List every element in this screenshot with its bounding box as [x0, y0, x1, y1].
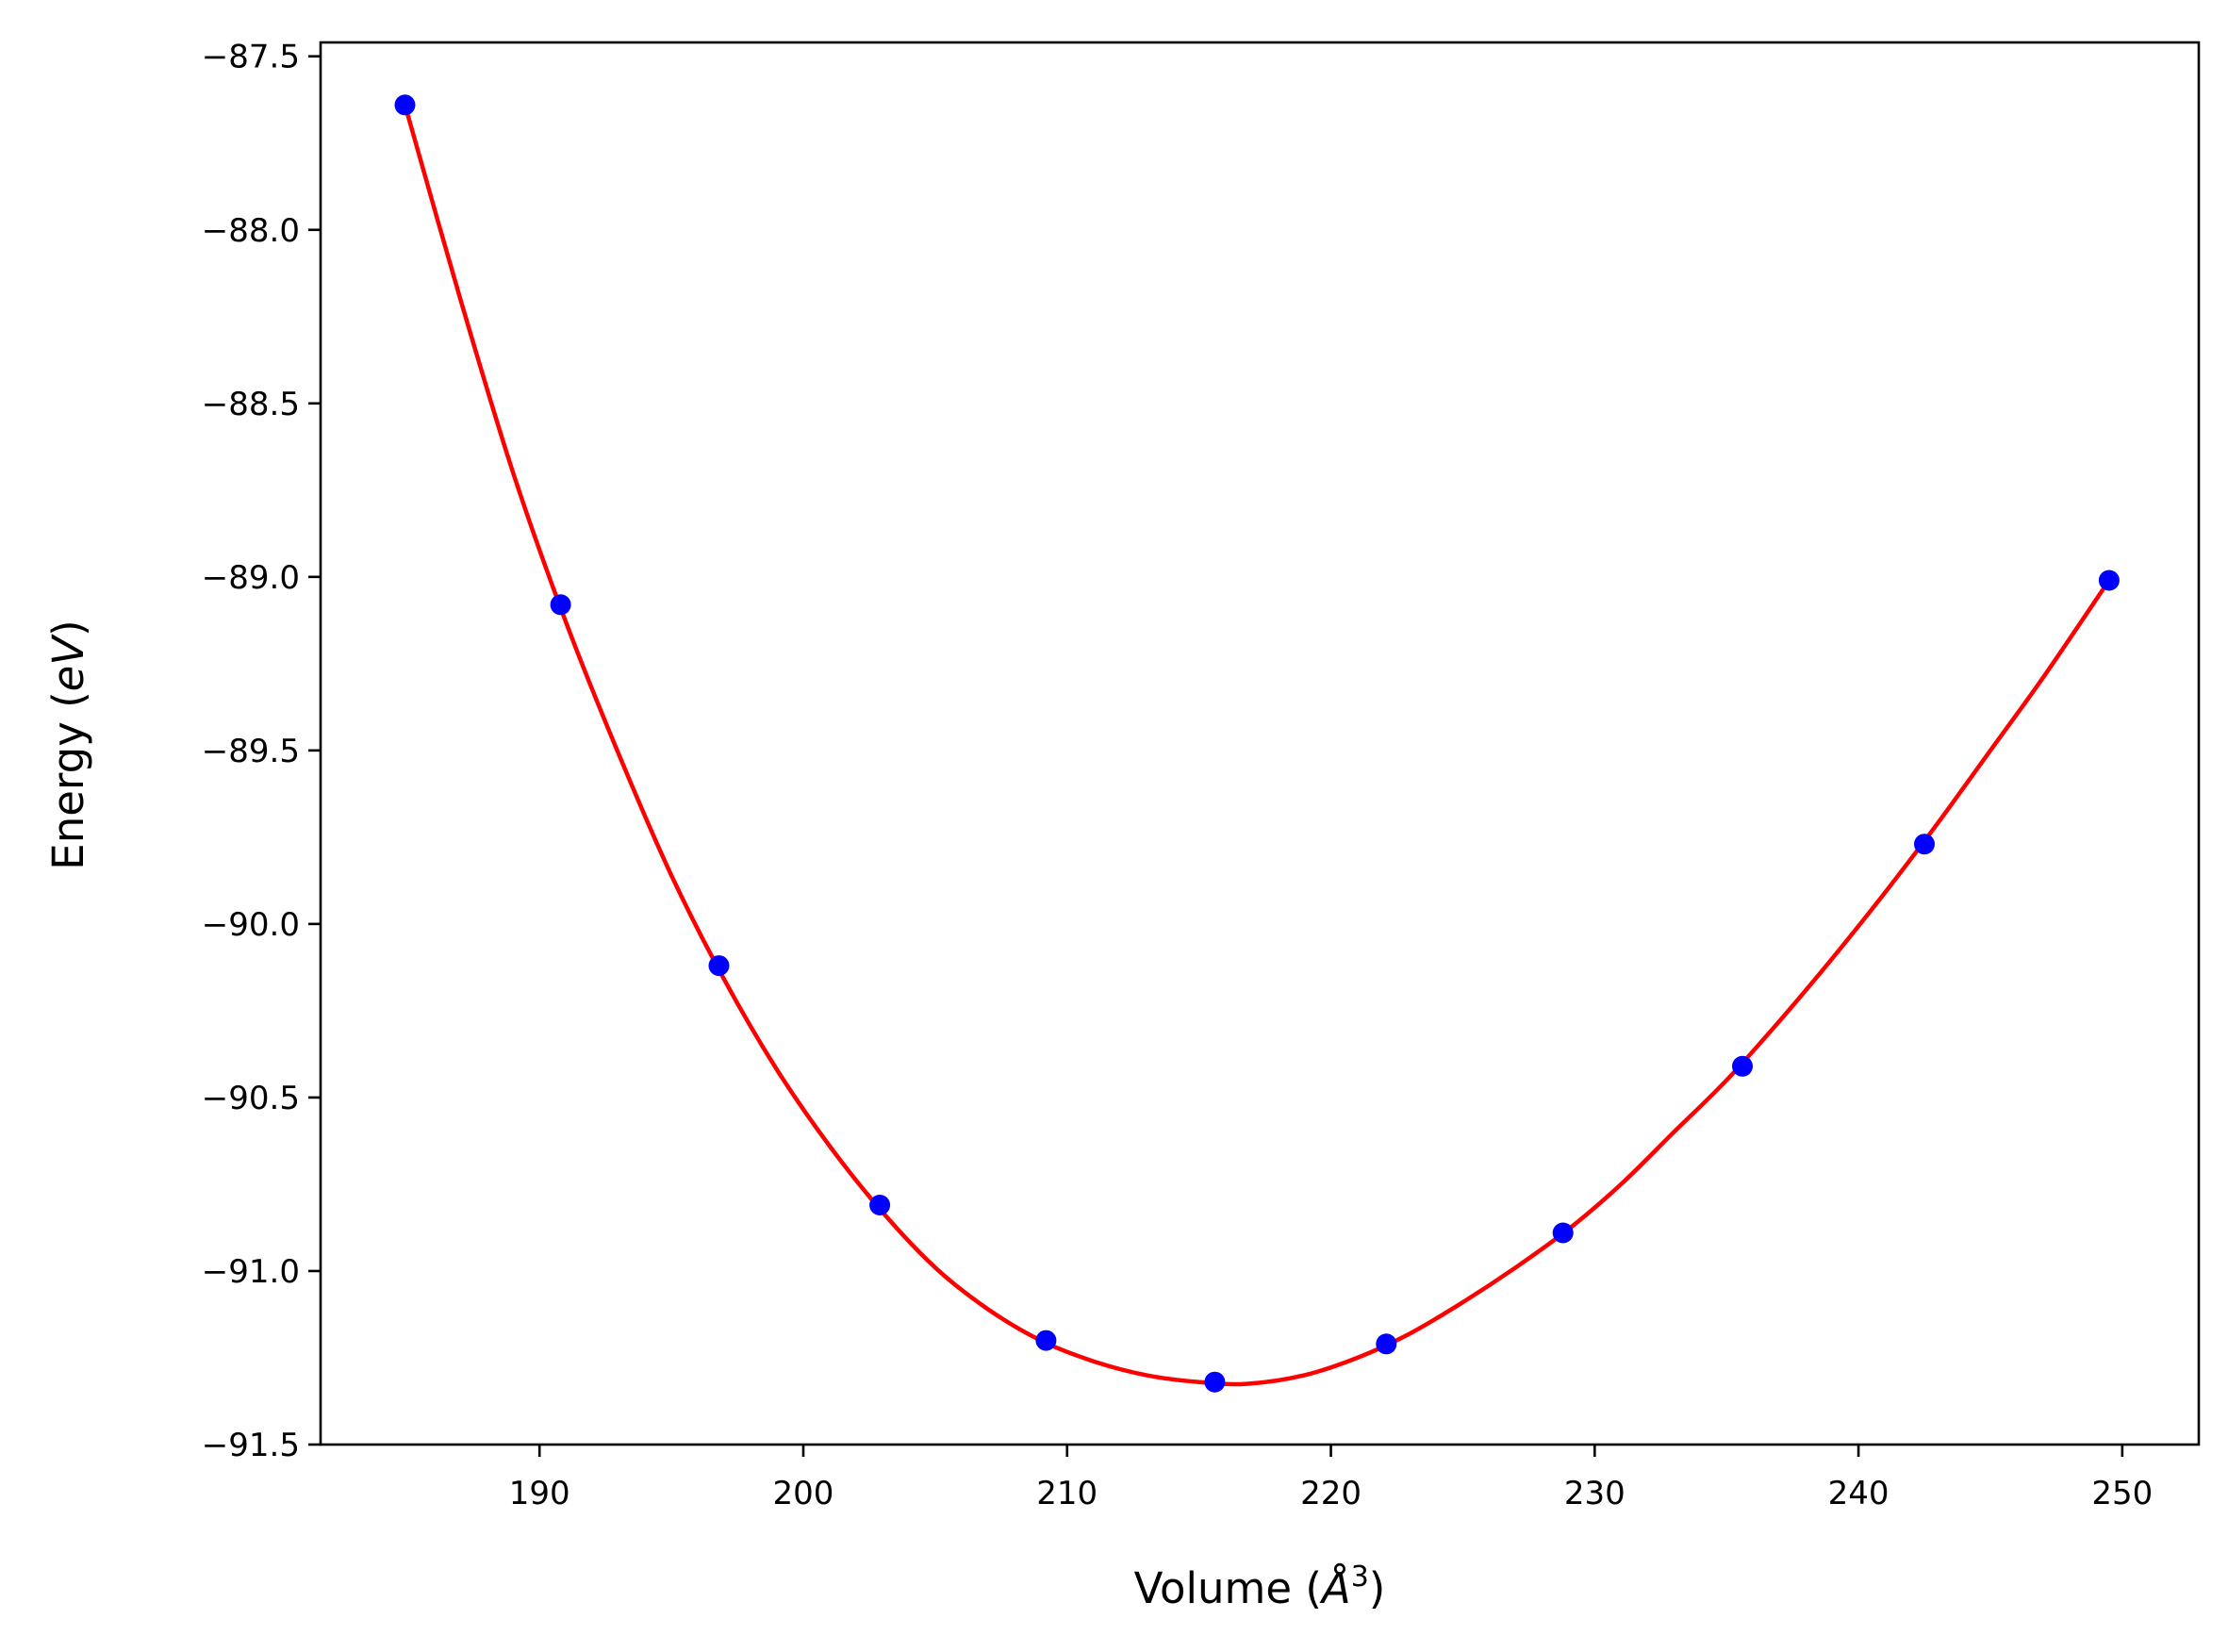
y-tick-label: −88.0 [202, 212, 300, 250]
y-tick-label: −89.0 [202, 559, 300, 597]
data-point [1376, 1333, 1397, 1355]
data-point [708, 955, 730, 977]
data-point [869, 1195, 891, 1215]
x-axis-title-prefix: Volume ( [1134, 1563, 1322, 1613]
y-axis-title-suffix: ) [43, 620, 93, 636]
x-axis-title-power: 3 [1351, 1561, 1369, 1594]
data-point [1732, 1055, 1753, 1077]
y-tick-label: −87.5 [202, 39, 300, 76]
y-tick-label: −90.5 [202, 1080, 300, 1117]
y-tick-label: −90.0 [202, 906, 300, 944]
data-points-layer [394, 94, 2120, 1393]
x-axis-title: Volume (Å3) [1134, 1561, 1386, 1613]
y-axis-ticks: −91.5 −91.0 −90.5 −90.0 −89.5 −89.0 −88.5 −88.0… [202, 39, 321, 1464]
x-tick-label: 250 [2091, 1475, 2153, 1512]
fit-curve-layer [403, 103, 2112, 1387]
x-tick-label: 210 [1036, 1475, 1097, 1512]
y-tick-label: −89.5 [202, 733, 300, 770]
x-tick-label: 200 [773, 1475, 834, 1512]
data-point [550, 594, 571, 616]
y-tick-label: −91.0 [202, 1253, 300, 1291]
x-axis-title-unit: Å [1319, 1563, 1351, 1613]
data-point [394, 94, 416, 116]
y-axis-title-prefix: Energy ( [43, 691, 93, 869]
fit-curve [403, 103, 2112, 1387]
x-tick-label: 220 [1300, 1475, 1362, 1512]
x-axis-ticks: 190 200 210 220 230 240 250 [509, 1445, 2153, 1512]
data-point [1552, 1222, 1574, 1244]
data-point [1035, 1330, 1057, 1351]
y-tick-label: −91.5 [202, 1427, 300, 1464]
data-point [1204, 1371, 1226, 1393]
x-tick-label: 190 [509, 1475, 570, 1512]
y-axis-title-unit: eV [43, 634, 93, 692]
data-point [1914, 834, 1935, 855]
y-tick-label: −88.5 [202, 386, 300, 423]
plot-frame [319, 41, 2201, 1446]
x-tick-label: 240 [1828, 1475, 1890, 1512]
x-tick-label: 230 [1564, 1475, 1626, 1512]
x-axis-title-suffix: ) [1369, 1563, 1386, 1613]
data-point [2098, 570, 2120, 591]
y-axis-title: Energy (eV) [43, 620, 93, 869]
